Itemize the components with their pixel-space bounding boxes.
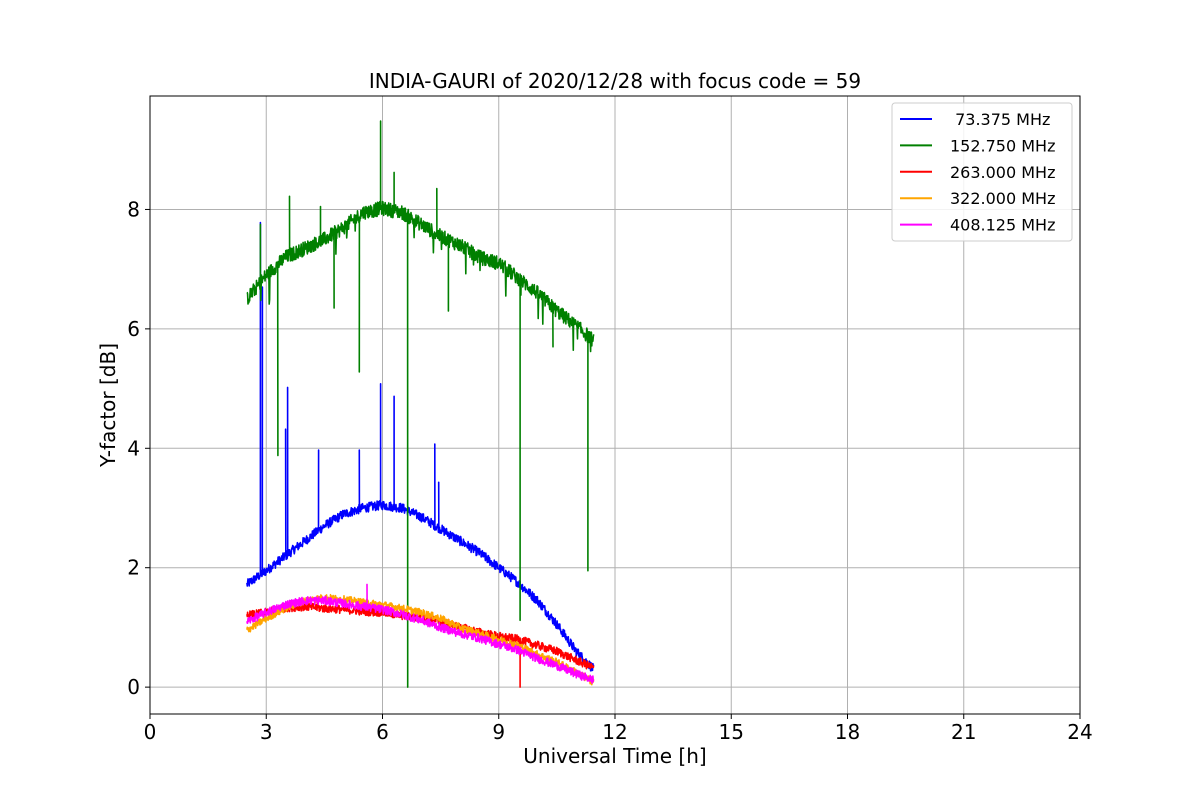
y-tick-label: 0	[127, 675, 140, 699]
y-tick-label: 8	[127, 197, 140, 221]
series-line	[246, 583, 595, 684]
legend-label: 263.000 MHz	[950, 163, 1055, 182]
legend-label: 408.125 MHz	[950, 216, 1055, 235]
legend-box	[891, 102, 1073, 242]
x-tick-label: 24	[1067, 720, 1092, 744]
chart-title: INDIA-GAURI of 2020/12/28 with focus cod…	[369, 69, 861, 93]
x-tick-label: 9	[492, 720, 505, 744]
legend-label: 322.000 MHz	[950, 189, 1055, 208]
y-tick-label: 4	[127, 436, 140, 460]
x-tick-label: 6	[376, 720, 389, 744]
plot-lines	[246, 120, 595, 688]
y-axis-label: Y-factor [dB]	[96, 343, 120, 468]
legend: 73.375 MHz 152.750 MHz 263.000 MHz 322.000 …	[891, 102, 1073, 242]
legend-label: 73.375 MHz	[950, 110, 1050, 129]
x-axis-label: Universal Time [h]	[523, 744, 706, 768]
x-tick-label: 15	[719, 720, 744, 744]
x-tick-label: 12	[602, 720, 627, 744]
series-line	[246, 221, 595, 672]
series-line	[246, 601, 595, 688]
y-tick-label: 6	[127, 317, 140, 341]
x-tick-label: 18	[835, 720, 860, 744]
x-tick-label: 0	[144, 720, 157, 744]
legend-label: 152.750 MHz	[950, 136, 1055, 155]
x-tick-label: 3	[260, 720, 273, 744]
series-line	[246, 120, 595, 688]
x-tick-label: 21	[951, 720, 976, 744]
y-tick-label: 2	[127, 556, 140, 580]
